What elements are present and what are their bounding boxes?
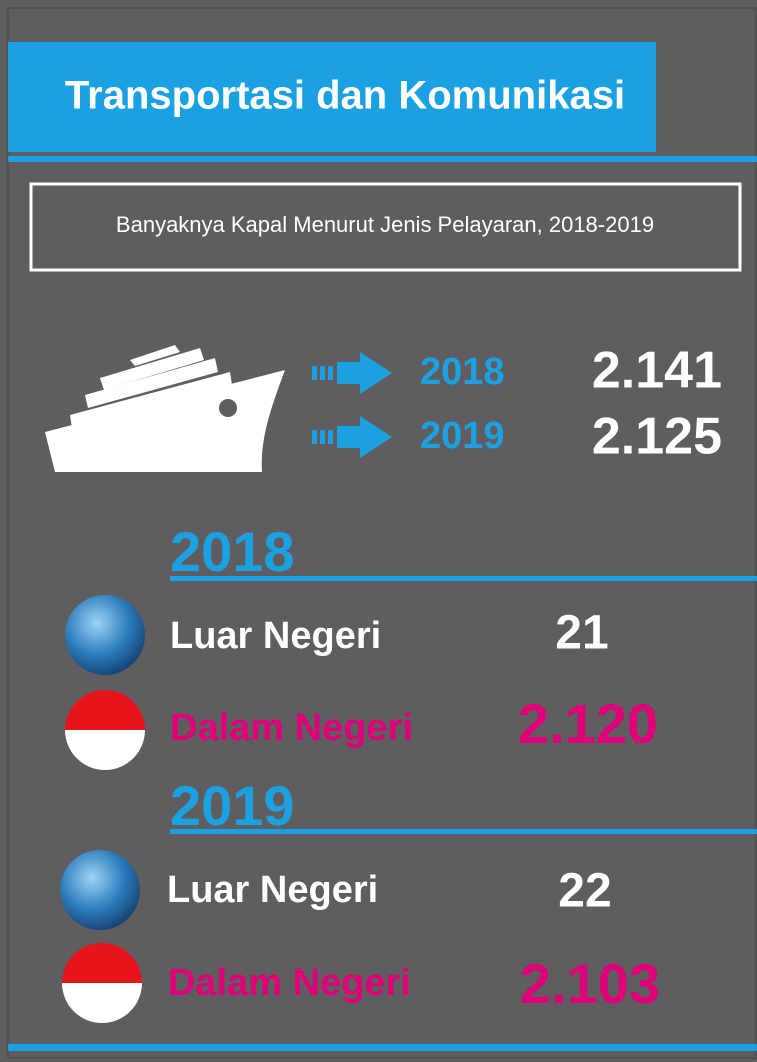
subtitle-box xyxy=(29,182,742,272)
item-label: Dalam Negeri xyxy=(170,707,413,749)
arrow-icon xyxy=(312,416,392,458)
arrow-icon xyxy=(312,352,392,394)
section-year: 2018 xyxy=(170,520,295,583)
item-value: 22 xyxy=(558,865,611,918)
summary-value: 2.141 xyxy=(592,342,722,400)
summary-value: 2.125 xyxy=(592,408,722,466)
title: Transportasi dan Komunikasi xyxy=(65,74,625,118)
subtitle: Banyaknya Kapal Menurut Jenis Pelayaran,… xyxy=(116,212,654,237)
item-value: 21 xyxy=(555,607,608,660)
item-label: Luar Negeri xyxy=(170,615,381,657)
globe-icon xyxy=(60,850,140,930)
globe-icon xyxy=(65,595,145,675)
item-value: 2.103 xyxy=(520,952,660,1015)
divider xyxy=(8,1044,757,1051)
frame xyxy=(7,7,757,1059)
item-label: Dalam Negeri xyxy=(168,962,411,1004)
item-label: Luar Negeri xyxy=(167,869,378,911)
ship-icon xyxy=(45,345,285,472)
section-year: 2019 xyxy=(170,774,295,837)
section-line xyxy=(170,829,757,834)
section-line xyxy=(170,576,757,581)
title-box xyxy=(8,42,656,152)
divider xyxy=(8,156,757,162)
flag-icon xyxy=(65,690,145,770)
summary-year: 2019 xyxy=(420,415,505,457)
flag-icon xyxy=(62,943,142,1023)
summary-year: 2018 xyxy=(420,351,505,393)
item-value: 2.120 xyxy=(518,692,658,755)
